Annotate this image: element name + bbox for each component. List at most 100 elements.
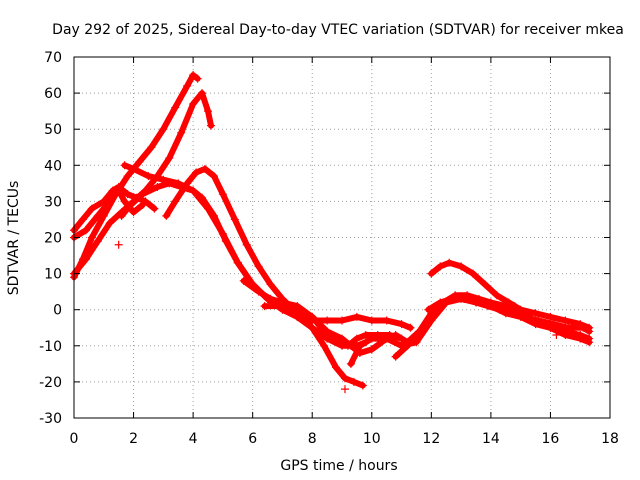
series-outliers: [114, 240, 561, 394]
data-point: [320, 341, 329, 350]
data-point: [510, 302, 519, 311]
x-tick-label: 4: [189, 431, 198, 447]
x-tick-label: 12: [422, 431, 440, 447]
data-point: [159, 125, 168, 134]
data-point: [397, 320, 406, 329]
data-point: [266, 280, 275, 289]
data-point: [193, 74, 202, 83]
data-point: [469, 269, 478, 278]
data-point: [260, 302, 269, 311]
series-trace-7: [162, 164, 367, 390]
series-trace-11: [391, 291, 594, 361]
data-point: [472, 298, 480, 307]
x-axis-label: GPS time / hours: [280, 458, 397, 474]
data-point: [391, 352, 400, 361]
y-tick-label: 50: [44, 122, 62, 138]
data-point: [129, 208, 138, 217]
data-point: [382, 334, 391, 343]
x-tick-label: 8: [308, 431, 317, 447]
data-point: [189, 186, 198, 195]
data-point: [189, 71, 198, 80]
data-point: [483, 302, 492, 311]
y-tick-label: 70: [44, 50, 62, 66]
data-point: [519, 312, 528, 321]
data-point: [579, 323, 588, 332]
data-point: [81, 255, 90, 264]
y-tick-label: 20: [44, 231, 62, 247]
data-point: [105, 197, 114, 206]
series-trace-9: [260, 302, 406, 350]
data-point: [349, 377, 358, 386]
data-point: [424, 305, 433, 314]
y-tick-label: -20: [39, 375, 62, 391]
data-point: [355, 341, 364, 350]
data-point: [87, 233, 96, 242]
data-point: [201, 164, 210, 173]
data-point: [340, 374, 349, 383]
series-trace: [392, 292, 593, 360]
data-point: [415, 327, 424, 336]
data-point: [343, 341, 352, 350]
data-point: [230, 215, 239, 224]
data-point: [177, 128, 186, 137]
data-point: [346, 359, 355, 368]
data-point: [340, 385, 349, 394]
data-point: [278, 302, 287, 311]
data-point: [266, 294, 275, 303]
data-point: [546, 312, 555, 321]
series-trace-4: [70, 186, 147, 242]
data-point: [135, 157, 144, 166]
data-point: [320, 327, 329, 336]
data-point: [561, 330, 570, 339]
data-point: [126, 201, 135, 210]
grid-lines: [74, 57, 610, 418]
data-point: [120, 161, 129, 170]
data-point: [534, 316, 543, 325]
data-point: [150, 204, 159, 213]
data-point: [332, 338, 341, 347]
data-point: [492, 291, 501, 300]
chart-title: Day 292 of 2025, Sidereal Day-to-day VTE…: [52, 22, 624, 38]
data-point: [576, 334, 585, 343]
data-point: [81, 226, 90, 235]
data-point: [457, 262, 466, 271]
data-point: [78, 215, 87, 224]
y-tick-label: 60: [44, 86, 62, 102]
data-point: [114, 186, 123, 195]
data-point: [117, 211, 126, 220]
data-point: [460, 294, 469, 303]
data-point: [308, 323, 317, 332]
data-point: [198, 89, 207, 98]
data-point: [206, 121, 215, 130]
data-point: [120, 197, 129, 206]
axes: 0 2 4 6 8 10 12 14 16 18 -30 -20 -10 0 10 20 30 40 50 60 70: [39, 50, 619, 447]
y-axis-label: SDTVAR / TECUs: [6, 181, 22, 296]
data-point: [129, 164, 138, 173]
data-point: [516, 305, 525, 314]
data-point: [564, 323, 573, 332]
y-tick-label: -10: [39, 339, 62, 355]
data-point: [308, 312, 317, 321]
data-point: [436, 298, 445, 307]
data-point: [549, 320, 558, 329]
data-point: [504, 298, 513, 307]
data-point: [495, 305, 504, 314]
data-point: [189, 99, 198, 108]
y-tick-label: 30: [44, 194, 62, 210]
data-point: [445, 258, 454, 267]
data-point: [93, 211, 102, 220]
data-point: [427, 269, 436, 278]
data-point: [192, 168, 201, 177]
data-point: [204, 107, 212, 116]
data-point: [436, 262, 445, 271]
data-point: [221, 237, 230, 246]
data-point: [183, 81, 192, 90]
x-tick-label: 18: [601, 431, 619, 447]
data-point: [367, 316, 376, 325]
data-point: [531, 309, 540, 318]
data-point: [153, 182, 162, 191]
data-point: [585, 338, 594, 347]
data-point: [367, 334, 376, 343]
x-tick-label: 16: [542, 431, 560, 447]
data-point: [138, 190, 147, 199]
